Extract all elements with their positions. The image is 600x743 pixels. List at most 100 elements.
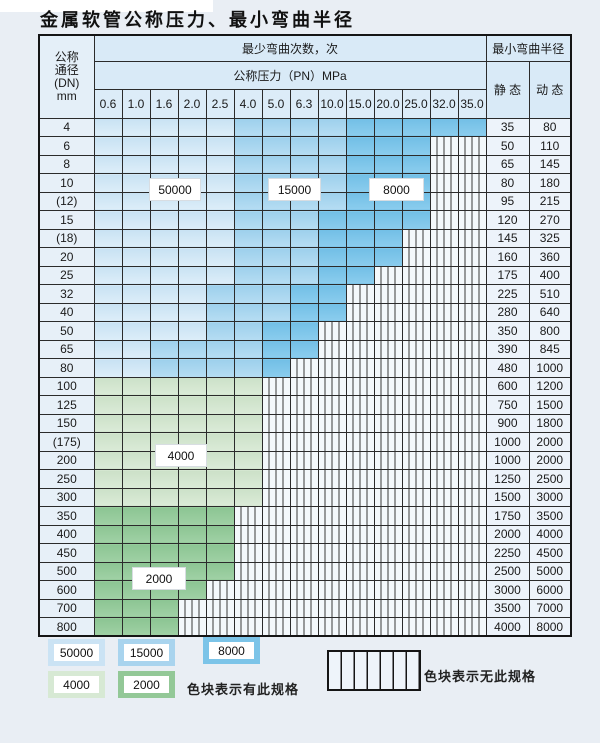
no-spec-cell bbox=[457, 487, 487, 507]
no-spec-cell bbox=[289, 617, 319, 637]
dn-value-cell: (12) bbox=[38, 191, 95, 211]
dynamic-radius-cell: 5000 bbox=[528, 561, 572, 581]
no-spec-cell bbox=[401, 228, 431, 248]
spec-cell bbox=[93, 247, 123, 267]
dn-header-line: 公称 bbox=[54, 49, 79, 64]
no-spec-cell bbox=[261, 487, 291, 507]
no-spec-cell bbox=[289, 598, 319, 618]
spec-cell bbox=[93, 487, 123, 507]
no-spec-cell bbox=[457, 210, 487, 230]
table-row: (18) 145 325 bbox=[38, 228, 572, 248]
spec-cell bbox=[121, 487, 151, 507]
static-radius-cell: 900 bbox=[485, 413, 530, 433]
spec-cell bbox=[373, 154, 403, 174]
spec-cell bbox=[289, 154, 319, 174]
dn-value-cell: 50 bbox=[38, 321, 95, 341]
spec-cell bbox=[233, 117, 263, 137]
spec-cell bbox=[233, 450, 263, 470]
spec-cell bbox=[233, 358, 263, 378]
spec-cell bbox=[177, 321, 207, 341]
spec-cell bbox=[121, 543, 151, 563]
table-row: 50 350 800 bbox=[38, 321, 572, 341]
no-spec-cell bbox=[373, 524, 403, 544]
spec-cell bbox=[261, 154, 291, 174]
table-row: 700 3500 7000 bbox=[38, 598, 572, 618]
spec-cell bbox=[261, 136, 291, 156]
dn-value-cell: 80 bbox=[38, 358, 95, 378]
spec-cell bbox=[149, 395, 179, 415]
spec-cell bbox=[149, 524, 179, 544]
no-spec-cell bbox=[457, 302, 487, 322]
no-spec-cell bbox=[457, 524, 487, 544]
spec-cell bbox=[93, 506, 123, 526]
legend-has-spec-text: 色块表示有此规格 bbox=[187, 682, 300, 697]
spec-cell bbox=[345, 173, 375, 193]
spec-cell bbox=[233, 210, 263, 230]
spec-cell bbox=[233, 432, 263, 452]
spec-cell bbox=[177, 487, 207, 507]
spec-cell bbox=[121, 228, 151, 248]
no-spec-cell bbox=[457, 191, 487, 211]
spec-cell bbox=[233, 247, 263, 267]
dn-value-cell: 125 bbox=[38, 395, 95, 415]
no-spec-cell bbox=[429, 580, 459, 600]
no-spec-cell bbox=[429, 487, 459, 507]
spec-cell bbox=[205, 339, 235, 359]
dn-value-cell: 40 bbox=[38, 302, 95, 322]
spec-cell bbox=[93, 339, 123, 359]
static-radius-cell: 480 bbox=[485, 358, 530, 378]
no-spec-cell bbox=[289, 358, 319, 378]
spec-cell bbox=[345, 136, 375, 156]
no-spec-cell bbox=[345, 598, 375, 618]
no-spec-cell bbox=[401, 413, 431, 433]
spec-cell bbox=[93, 358, 123, 378]
spec-cell bbox=[177, 543, 207, 563]
spec-cell bbox=[149, 339, 179, 359]
no-spec-cell bbox=[401, 617, 431, 637]
dn-value-cell: 6 bbox=[38, 136, 95, 156]
no-spec-cell bbox=[261, 413, 291, 433]
spec-cell bbox=[149, 321, 179, 341]
legend-no-spec-text: 色块表示无此规格 bbox=[424, 669, 537, 684]
no-spec-cell bbox=[429, 284, 459, 304]
spec-cell bbox=[177, 358, 207, 378]
spec-cell bbox=[93, 469, 123, 489]
static-radius-cell: 1250 bbox=[485, 469, 530, 489]
no-spec-cell bbox=[373, 469, 403, 489]
no-spec-cell bbox=[429, 191, 459, 211]
spec-cell bbox=[317, 154, 347, 174]
spec-cell bbox=[149, 413, 179, 433]
no-spec-cell bbox=[345, 543, 375, 563]
no-spec-cell bbox=[317, 395, 347, 415]
spec-cell bbox=[289, 284, 319, 304]
table-row: 150 900 1800 bbox=[38, 413, 572, 433]
spec-cell bbox=[93, 376, 123, 396]
no-spec-cell bbox=[317, 487, 347, 507]
spec-cell bbox=[205, 432, 235, 452]
dn-value-cell: 25 bbox=[38, 265, 95, 285]
table-row: 8 65 145 bbox=[38, 154, 572, 174]
no-spec-cell bbox=[457, 395, 487, 415]
dn-header-line: 通径 bbox=[54, 62, 79, 77]
spec-cell bbox=[149, 487, 179, 507]
no-spec-cell bbox=[317, 469, 347, 489]
static-radius-cell: 4000 bbox=[485, 617, 530, 637]
spec-cell bbox=[345, 265, 375, 285]
no-spec-cell bbox=[289, 580, 319, 600]
no-spec-cell bbox=[457, 561, 487, 581]
spec-cell bbox=[149, 228, 179, 248]
legend-no-spec-hatch-box bbox=[327, 650, 421, 691]
pn-header-cell: 5.0 bbox=[261, 88, 291, 119]
spec-cell bbox=[233, 265, 263, 285]
spec-cell bbox=[121, 358, 151, 378]
table-row: 25 175 400 bbox=[38, 265, 572, 285]
no-spec-cell bbox=[373, 561, 403, 581]
legend-swatch-label: 4000 bbox=[54, 676, 99, 693]
no-spec-cell bbox=[429, 339, 459, 359]
no-spec-cell bbox=[261, 617, 291, 637]
static-radius-cell: 1500 bbox=[485, 487, 530, 507]
dn-value-cell: 200 bbox=[38, 450, 95, 470]
static-radius-cell: 65 bbox=[485, 154, 530, 174]
no-spec-cell bbox=[429, 136, 459, 156]
